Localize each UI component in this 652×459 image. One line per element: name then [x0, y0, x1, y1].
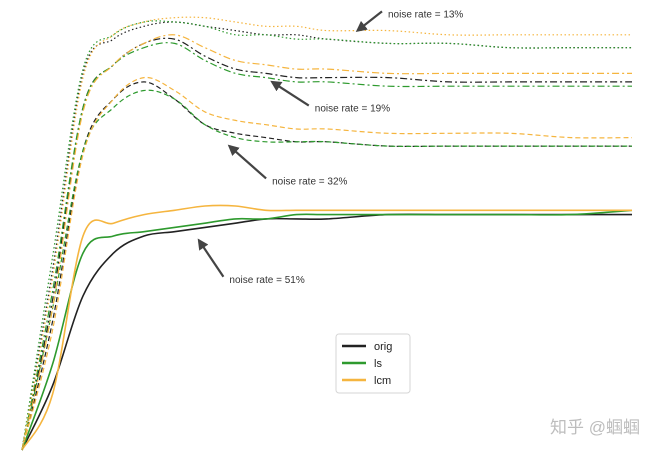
- series-line-ls-dashed: [21, 89, 632, 451]
- legend-label-lcm: lcm: [374, 375, 391, 387]
- watermark-text: 知乎 @蝈蝈: [550, 418, 640, 437]
- annotation-layer: noise rate = 13% noise rate = 19% noise ra…: [197, 9, 463, 286]
- annotation-arrow-3: [227, 144, 267, 180]
- series-line-lcm-dotted: [21, 16, 632, 451]
- annotation-arrow-1: [355, 10, 383, 32]
- legend-label-ls: ls: [374, 358, 382, 370]
- annotation-arrow-2: [270, 80, 310, 107]
- series-line-lcm-dashdot: [21, 34, 632, 451]
- watermark: 知乎 @蝈蝈: [550, 418, 640, 437]
- annotation-label-3: noise rate = 32%: [272, 176, 347, 187]
- annotation-label-4: noise rate = 51%: [229, 275, 304, 286]
- series-line-ls-solid: [21, 209, 633, 451]
- annotation-label-2: noise rate = 19%: [315, 104, 390, 115]
- legend-box: [335, 333, 411, 394]
- legend-label-orig: orig: [374, 341, 392, 353]
- series-line-orig-dashed: [21, 81, 632, 451]
- series-line-lcm-dashed: [21, 76, 633, 451]
- series-line-orig-dotted: [21, 21, 632, 451]
- annotation-label-1: noise rate = 13%: [388, 9, 463, 20]
- legend: orig ls lcm: [335, 333, 411, 394]
- annotation-arrow-4: [197, 238, 225, 278]
- series-line-orig-dashdot: [21, 37, 632, 451]
- series-layer: [21, 16, 633, 451]
- series-line-ls-dashdot: [21, 42, 632, 451]
- series-line-ls-dotted: [21, 20, 632, 451]
- series-line-lcm-solid: [21, 204, 632, 451]
- series-line-orig-solid: [21, 213, 633, 451]
